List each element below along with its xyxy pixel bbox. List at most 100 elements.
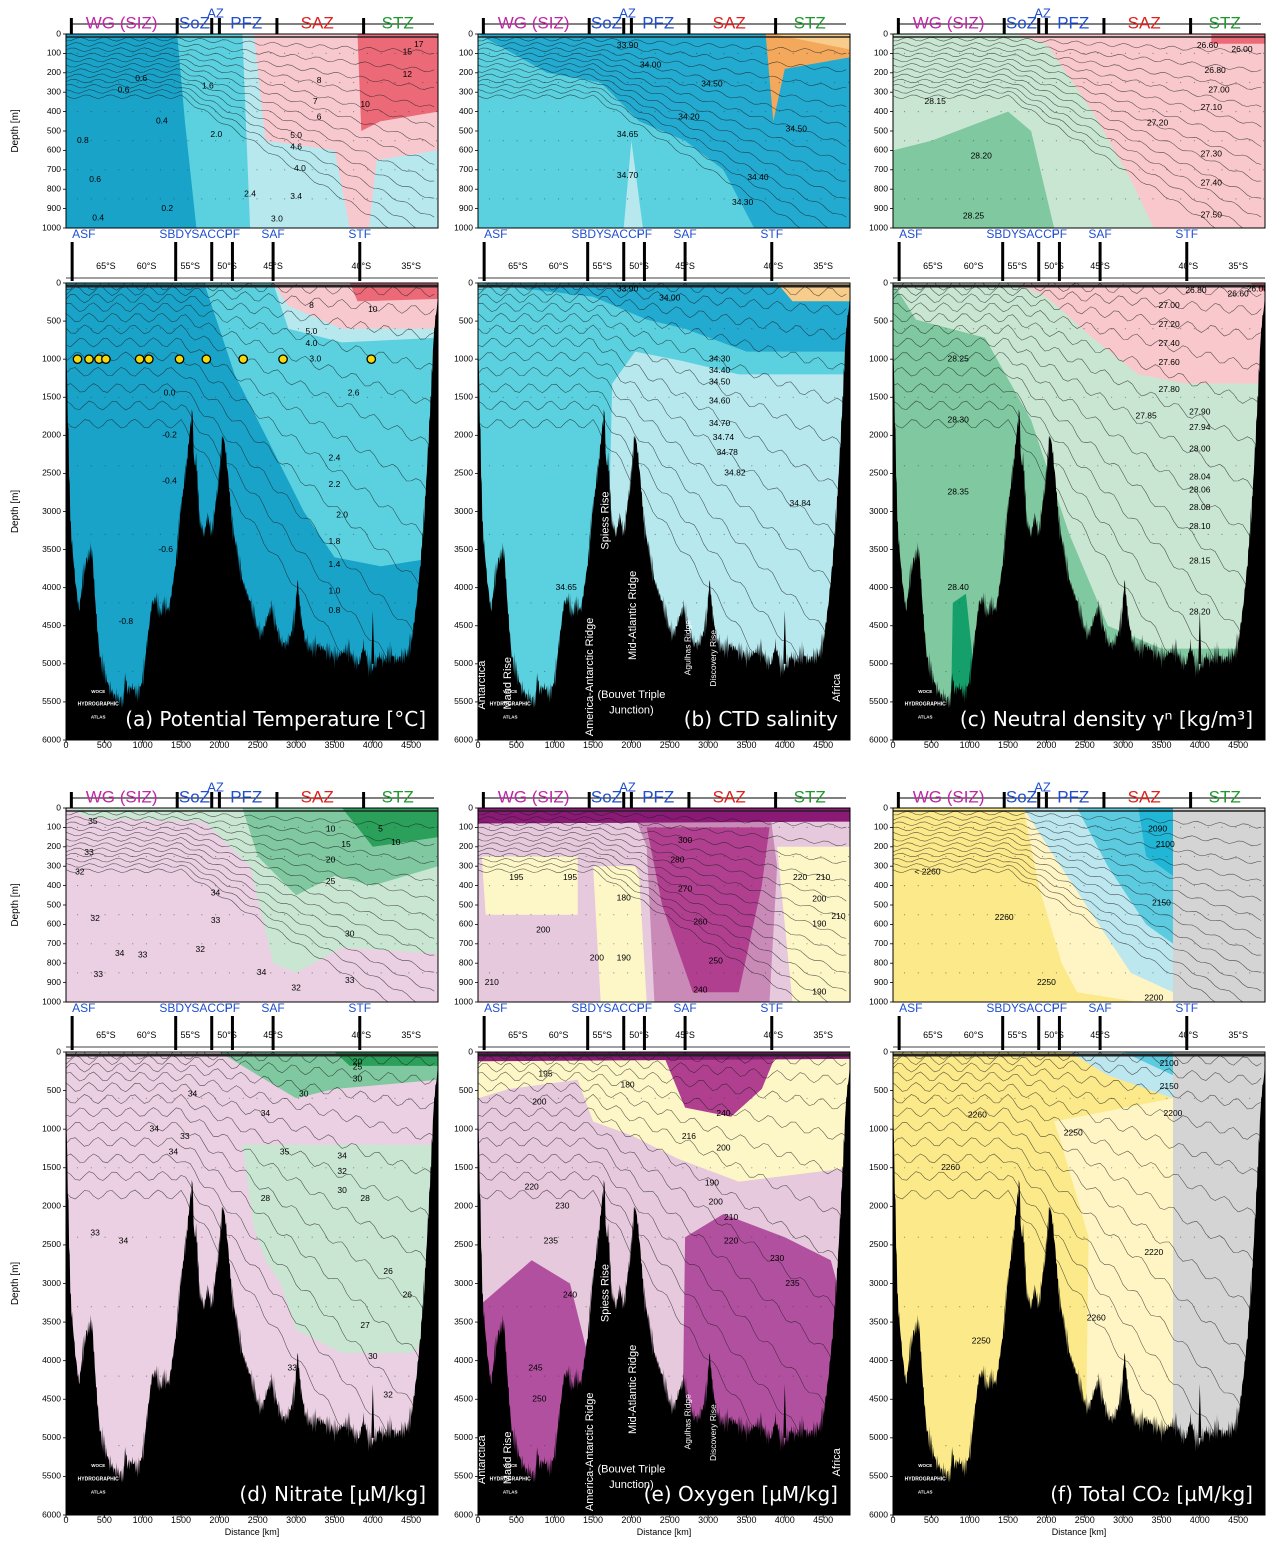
sample-dot	[654, 1306, 656, 1308]
sample-dot	[422, 826, 424, 829]
contour-line	[478, 1153, 847, 1426]
contour-line	[893, 868, 1262, 1002]
contour-line	[66, 57, 435, 128]
contour-label: 200	[532, 1096, 546, 1106]
y-tick-label: 200	[874, 841, 888, 851]
sample-dot	[1097, 972, 1099, 974]
sample-dot	[847, 198, 850, 200]
sample-dot	[1207, 396, 1209, 398]
sample-dot	[339, 1236, 341, 1238]
y-tick-label: 3500	[42, 1316, 61, 1326]
sample-dot	[118, 328, 120, 330]
sample-dot	[682, 169, 684, 171]
sample-dot	[1124, 914, 1126, 916]
sample-dot	[668, 52, 670, 55]
sample-dot	[76, 111, 79, 113]
x-axis: 0 500 1000 1500 2000 2500 3000 3500 4000 4500Dist…	[63, 1515, 421, 1537]
sample-dot	[1083, 52, 1085, 55]
zone-label: AZ	[207, 5, 224, 20]
sample-dot	[820, 1375, 822, 1377]
sample-dot	[422, 465, 424, 467]
x-tick-label: 3500	[1151, 1515, 1171, 1525]
contour-label: 10	[360, 99, 370, 109]
latitude-label: 55°S	[1007, 261, 1027, 271]
front-label: SAF	[673, 1001, 696, 1015]
contour-label: 2250	[1064, 1127, 1083, 1137]
sample-dot	[215, 328, 217, 330]
sample-dot	[778, 533, 781, 536]
sample-dot	[339, 943, 341, 945]
sample-dot	[1221, 1167, 1223, 1169]
sample-dot	[187, 855, 189, 858]
sample-dot	[986, 140, 988, 142]
latitude-label: 65°S	[96, 1030, 116, 1040]
sample-dot	[1152, 465, 1154, 467]
sample-dot	[284, 943, 286, 945]
sample-dot	[792, 943, 794, 945]
sample-dot	[394, 602, 396, 604]
sample-dot	[1000, 533, 1002, 536]
sample-dot	[917, 972, 919, 974]
sample-dot	[488, 1306, 491, 1308]
sample-dot	[530, 972, 532, 974]
sample-dot	[751, 328, 753, 330]
sample-dot	[751, 914, 753, 916]
sample-dot	[502, 914, 504, 916]
sample-dot	[696, 198, 698, 200]
contour-label: 20	[326, 855, 336, 865]
topography-label: Africa	[831, 1447, 843, 1476]
sample-dot	[737, 914, 739, 916]
contour-label: 190	[705, 1177, 719, 1187]
sample-dot	[1235, 533, 1237, 536]
sample-dot	[1124, 1306, 1126, 1308]
contour-line	[893, 1107, 1262, 1268]
y-tick-label: 2000	[42, 1201, 61, 1211]
sample-dot	[118, 1097, 120, 1099]
y-tick-label: 500	[47, 899, 61, 909]
sample-dot	[613, 972, 615, 974]
contour-label: 27.20	[1158, 319, 1180, 329]
sample-dot	[1166, 111, 1168, 113]
sample-dot	[394, 1097, 396, 1099]
sample-dot	[640, 81, 643, 84]
contour-line	[893, 863, 1262, 1002]
sample-dot	[1235, 198, 1237, 200]
zone-label: AZ	[619, 5, 636, 20]
topography-label: Maud Rise	[502, 1432, 514, 1485]
sample-dot	[270, 1236, 272, 1238]
sample-dot	[792, 52, 794, 55]
sample-dot	[270, 465, 272, 467]
sample-dot	[654, 81, 656, 84]
sample-dot	[201, 826, 203, 829]
sample-dot	[1221, 52, 1223, 55]
sample-dot	[297, 140, 299, 142]
sample-dot	[917, 1306, 919, 1308]
sample-dot	[1193, 1375, 1195, 1377]
sample-dot	[792, 1306, 794, 1308]
sample-dot	[104, 943, 106, 945]
sample-dot	[959, 914, 961, 916]
y-tick-label: 900	[874, 203, 888, 213]
sample-dot	[353, 826, 355, 829]
plot-fill: 210021502200226022502260222022602250WOCE…	[893, 1052, 1265, 1515]
y-tick-label: 100	[459, 48, 473, 58]
sample-dot	[1028, 52, 1030, 55]
sample-dot	[297, 885, 299, 887]
sample-dot	[751, 140, 753, 142]
sample-dot	[806, 943, 808, 945]
sample-dot	[132, 1306, 134, 1308]
contour-label: -0.6	[158, 544, 173, 554]
sample-dot	[709, 140, 712, 142]
sample-dot	[187, 198, 189, 200]
sample-dot	[696, 1167, 698, 1169]
sample-dot	[488, 328, 491, 330]
sample-dot	[159, 1097, 161, 1099]
contour-label: 240	[563, 1289, 577, 1299]
seamount-spike	[371, 610, 375, 664]
sample-dot	[1166, 1097, 1168, 1099]
sample-dot	[1124, 52, 1126, 55]
